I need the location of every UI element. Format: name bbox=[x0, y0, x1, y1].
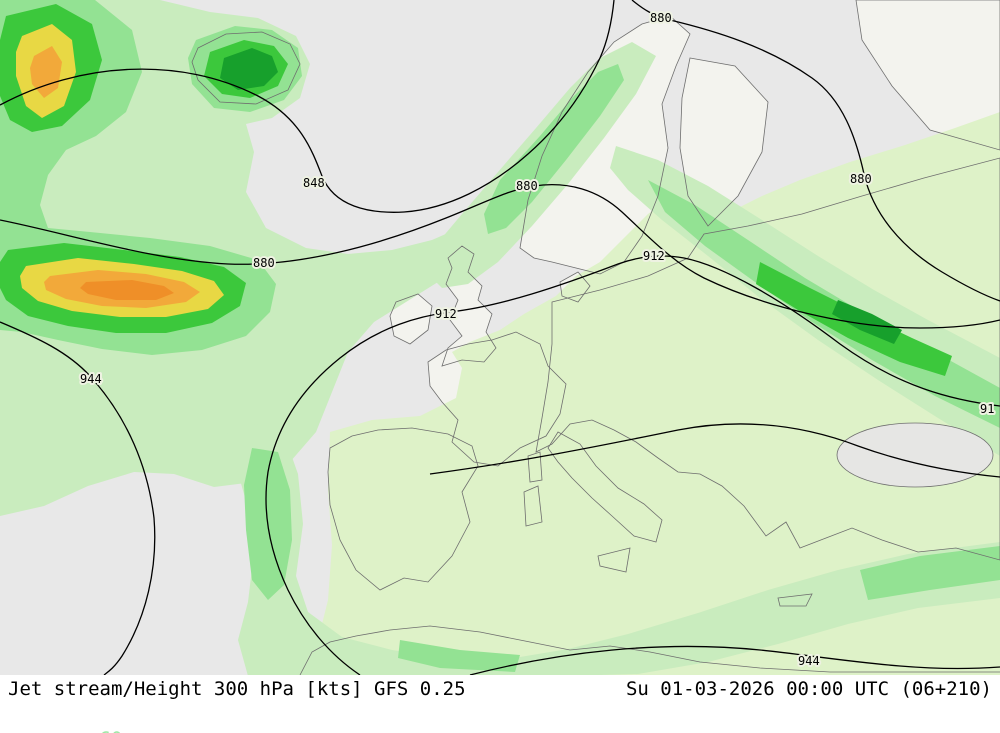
contour-880-main bbox=[0, 184, 1000, 329]
land-scandinavia bbox=[520, 16, 690, 274]
contour-944-west bbox=[0, 321, 156, 675]
contour-label: 91 bbox=[980, 402, 994, 416]
contour-912 bbox=[265, 255, 1000, 675]
shade-dark-iceland-spot bbox=[220, 48, 278, 90]
contour-label: 912 bbox=[435, 307, 457, 321]
shade-wash-europe bbox=[300, 112, 1000, 675]
contour-label: 880 bbox=[650, 11, 672, 25]
contour-label: 944 bbox=[798, 654, 820, 668]
shade-80-norway bbox=[484, 64, 624, 234]
jet-speed-legend: 60 80 100 120 140 160 180 bbox=[8, 706, 145, 733]
jetstream-map: 880 848 880 880 880 912 912 944 91 944 bbox=[0, 0, 1000, 675]
shade-160-core bbox=[80, 280, 174, 300]
contour-label: 848 bbox=[303, 176, 325, 190]
sea-black-sea bbox=[837, 423, 993, 487]
shade-60-med-band bbox=[226, 424, 1000, 675]
legend-value-60: 60 bbox=[100, 728, 123, 733]
contour-880-northeast bbox=[631, 0, 1000, 302]
shade-140-corner bbox=[30, 46, 62, 98]
contour-label: 880 bbox=[850, 172, 872, 186]
land-nw-russia bbox=[856, 0, 1000, 150]
height-contours bbox=[0, 0, 1000, 675]
map-canvas: 880 848 880 880 880 912 912 944 91 944 bbox=[0, 0, 1000, 675]
contour-848 bbox=[0, 0, 615, 213]
contour-label: 944 bbox=[80, 372, 102, 386]
contour-label: 880 bbox=[253, 256, 275, 270]
contour-label: 912 bbox=[643, 249, 665, 263]
shade-dark-east-spot bbox=[832, 300, 902, 344]
chart-datetime: Su 01-03-2026 00:00 UTC (06+210) bbox=[625, 678, 992, 700]
shade-80-med-mid bbox=[398, 640, 520, 672]
shade-80-med-east bbox=[860, 546, 1000, 600]
contour-labels: 880 848 880 880 880 912 912 944 91 944 bbox=[78, 9, 996, 670]
contour-label: 880 bbox=[516, 179, 538, 193]
contour-mid bbox=[429, 423, 1000, 478]
coastlines bbox=[191, 0, 1000, 675]
chart-footer: Jet stream/Height 300 hPa [kts] GFS 0.25… bbox=[0, 675, 1000, 733]
contour-944-south bbox=[469, 645, 1000, 675]
chart-title: Jet stream/Height 300 hPa [kts] GFS 0.25 bbox=[8, 678, 466, 700]
land-ireland bbox=[390, 294, 432, 344]
jetstream-shading bbox=[0, 0, 1000, 675]
